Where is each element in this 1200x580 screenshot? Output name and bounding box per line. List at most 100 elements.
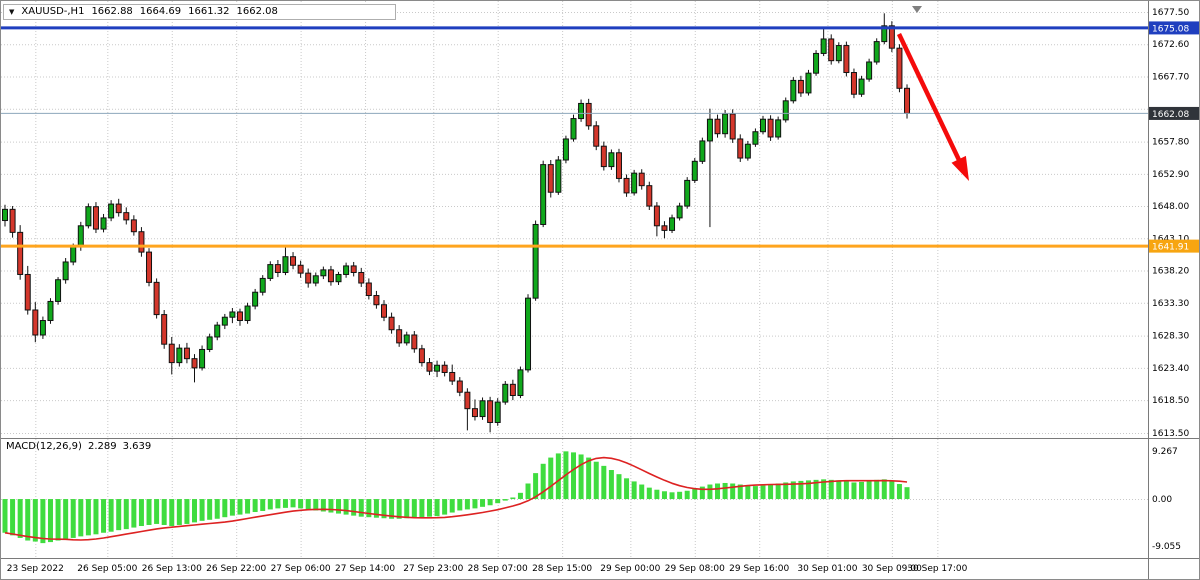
candle xyxy=(2,208,8,222)
candle xyxy=(456,380,463,393)
candle xyxy=(297,264,304,274)
svg-text:1648.00: 1648.00 xyxy=(1152,202,1189,212)
svg-text:27 Sep 23:00: 27 Sep 23:00 xyxy=(403,564,463,574)
candle xyxy=(691,160,698,181)
svg-text:1633.30: 1633.30 xyxy=(1152,299,1189,309)
svg-text:1657.80: 1657.80 xyxy=(1152,138,1189,148)
candle xyxy=(191,358,198,369)
candle xyxy=(881,25,888,43)
candle xyxy=(39,320,46,336)
candle xyxy=(828,38,835,62)
symbol-timeframe-label: XAUUSD-,H1 xyxy=(21,6,85,17)
candle xyxy=(669,217,676,231)
candle xyxy=(638,172,645,187)
candle xyxy=(714,118,721,135)
candle xyxy=(487,400,494,423)
candle xyxy=(585,102,592,127)
candle xyxy=(676,205,683,219)
candle xyxy=(320,269,327,277)
candle xyxy=(600,145,607,168)
ohlc-high-value: 1664.69 xyxy=(139,6,182,17)
svg-text:1641.91: 1641.91 xyxy=(1152,243,1189,253)
macd-signal-line xyxy=(4,456,908,541)
svg-text:0.00: 0.00 xyxy=(1152,495,1172,505)
svg-text:1638.20: 1638.20 xyxy=(1152,267,1189,277)
svg-text:9.267: 9.267 xyxy=(1152,447,1178,457)
candle xyxy=(615,152,622,179)
svg-text:1672.60: 1672.60 xyxy=(1152,40,1189,50)
ohlc-open-value: 1662.88 xyxy=(91,6,133,17)
candle xyxy=(888,25,895,49)
resistance-price-tag xyxy=(1149,21,1199,35)
candle xyxy=(252,291,259,307)
candle xyxy=(570,118,577,140)
candle xyxy=(259,277,266,293)
candle xyxy=(782,100,789,121)
candle xyxy=(267,264,274,279)
grid-lines xyxy=(1,1,1148,559)
candle xyxy=(274,264,281,273)
candle xyxy=(562,138,569,161)
candle xyxy=(146,251,153,283)
candle xyxy=(608,152,615,168)
candle xyxy=(479,400,486,418)
trend-arrow-annotation[interactable] xyxy=(896,33,969,181)
candle xyxy=(32,309,39,336)
candle xyxy=(813,52,820,74)
candle xyxy=(343,265,350,275)
macd-signal-value: 3.639 xyxy=(122,441,152,452)
candle xyxy=(312,275,319,284)
macd-histogram xyxy=(2,451,910,544)
svg-text:1677.50: 1677.50 xyxy=(1152,8,1189,18)
time-axis[interactable]: 23 Sep 2022 26 Sep 05:00 26 Sep 13:00 26 Se… xyxy=(7,564,968,574)
candle xyxy=(464,391,471,410)
candlesticks xyxy=(2,13,911,433)
candle xyxy=(282,256,289,273)
svg-text:26 Sep 22:00: 26 Sep 22:00 xyxy=(206,564,266,574)
candle xyxy=(168,343,175,364)
one-click-trading-collapse-icon[interactable]: ▼ xyxy=(9,8,15,16)
candle xyxy=(92,206,99,230)
candle xyxy=(55,279,62,302)
price-axis[interactable]: 1677.50 1672.60 1667.70 1657.80 1652.90 1648.… xyxy=(1149,8,1200,552)
candle xyxy=(858,78,865,95)
candle xyxy=(790,79,797,102)
candle xyxy=(138,231,145,253)
candle xyxy=(199,348,206,369)
svg-text:27 Sep 14:00: 27 Sep 14:00 xyxy=(335,564,395,574)
candle xyxy=(403,334,410,344)
candle xyxy=(411,334,418,350)
candle xyxy=(578,102,585,120)
candle xyxy=(9,208,16,233)
ohlc-low-value: 1661.32 xyxy=(188,6,230,17)
svg-text:23 Sep 2022: 23 Sep 2022 xyxy=(7,564,64,574)
candle xyxy=(108,203,115,219)
candle xyxy=(47,300,54,322)
candle xyxy=(290,256,297,266)
candle xyxy=(236,311,243,322)
candle xyxy=(760,118,766,133)
svg-text:1643.10: 1643.10 xyxy=(1152,234,1189,244)
chart-shift-marker[interactable] xyxy=(912,6,922,13)
candle xyxy=(358,271,365,284)
candle xyxy=(373,295,380,306)
candle xyxy=(623,177,630,194)
svg-text:1613.50: 1613.50 xyxy=(1152,429,1189,439)
candle xyxy=(161,314,168,345)
support-price-tag xyxy=(1149,239,1199,253)
candle xyxy=(471,408,478,418)
macd-main-value: 2.289 xyxy=(87,441,117,452)
candle xyxy=(653,205,660,227)
svg-text:1652.90: 1652.90 xyxy=(1152,170,1189,180)
candle xyxy=(85,206,92,227)
candle xyxy=(327,269,334,283)
candle xyxy=(873,41,880,63)
svg-text:30 Sep 17:00: 30 Sep 17:00 xyxy=(907,564,967,574)
svg-text:30 Sep 01:00: 30 Sep 01:00 xyxy=(797,564,857,574)
candle xyxy=(17,231,24,275)
candle xyxy=(722,113,729,135)
candle xyxy=(850,72,857,95)
